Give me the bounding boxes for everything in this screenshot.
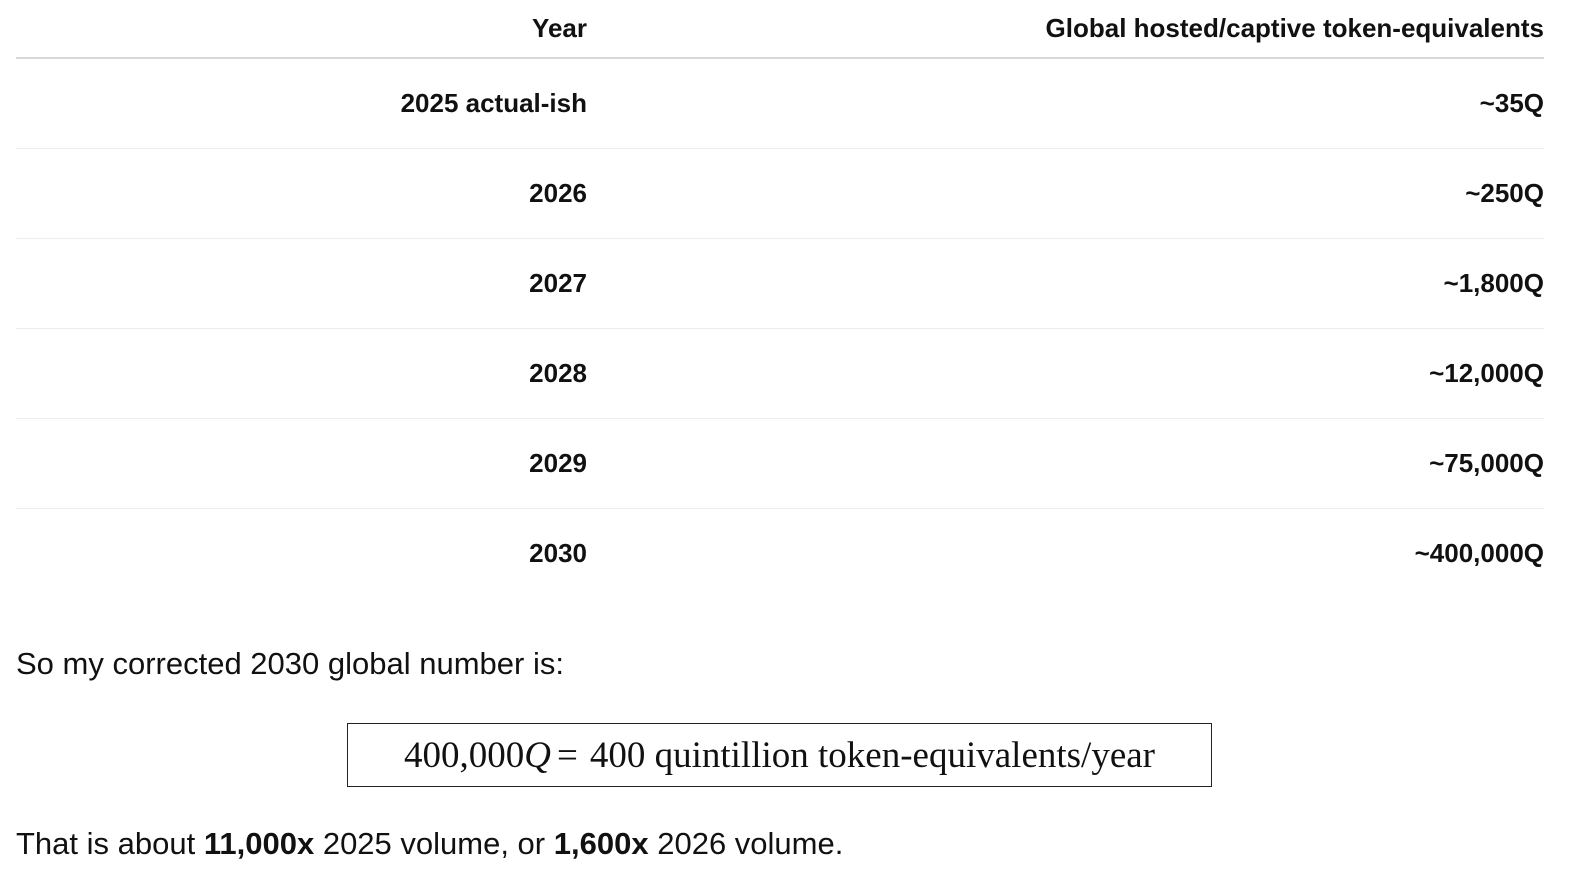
header-cell: Global hosted/captive token-equivalents (587, 0, 1544, 59)
header-cell: Year (16, 0, 587, 59)
table-row: 2030 ~400,000Q (16, 509, 1544, 599)
table-cell: 2028 (16, 328, 587, 419)
table-cell: 2030 (529, 538, 587, 568)
formula-rhs: 400 quintillion token-equivalents/year (589, 734, 1155, 776)
table-cell: ~75,000Q (587, 418, 1544, 509)
table-row: 2028 ~12,000Q (16, 328, 1544, 419)
table-cell: ~250Q (587, 148, 1544, 239)
text: 2025 volume, or (322, 826, 546, 861)
formula-box: 400,000 Q = 400 quintillion token-equival… (347, 723, 1212, 787)
table-row: 2029 ~75,000Q (16, 418, 1544, 509)
formula-operator: = (556, 734, 578, 776)
text: That is about (16, 826, 196, 861)
table-cell: 2029 (16, 418, 587, 509)
bold-text: 1,600x (553, 826, 649, 861)
data-table: Year Global hosted/captive token-equival… (16, 0, 1544, 598)
text: 2026 volume. (657, 826, 844, 861)
header-row: Year Global hosted/captive token-equival… (16, 0, 1544, 59)
formula-symbol: Q (524, 734, 551, 776)
table-row: 2026 ~250Q (16, 148, 1544, 239)
table-cell: ~12,000Q (587, 328, 1544, 419)
table-cell: ~1,800Q (587, 238, 1544, 329)
table-cell: 2025 actual-ish (16, 58, 587, 149)
paragraph: So my corrected 2030 global number is: (16, 646, 564, 681)
bold-text: 11,000x (203, 826, 315, 861)
table-body: 2025 actual-ish ~35Q 2026 ~250Q 2027 ~1,800Q 2… (16, 58, 1544, 598)
table-cell: 2026 (16, 148, 587, 239)
table-cell: ~400,000Q (1414, 538, 1544, 568)
paragraph: That is about 11,000x 2025 volume, or 1,… (16, 826, 843, 862)
formula-number: 400,000 (403, 734, 525, 776)
table-cell: 2027 (16, 238, 587, 329)
table-cell: ~35Q (587, 58, 1544, 149)
table-row: 2027 ~1,800Q (16, 238, 1544, 329)
table-row: 2025 actual-ish ~35Q (16, 58, 1544, 149)
